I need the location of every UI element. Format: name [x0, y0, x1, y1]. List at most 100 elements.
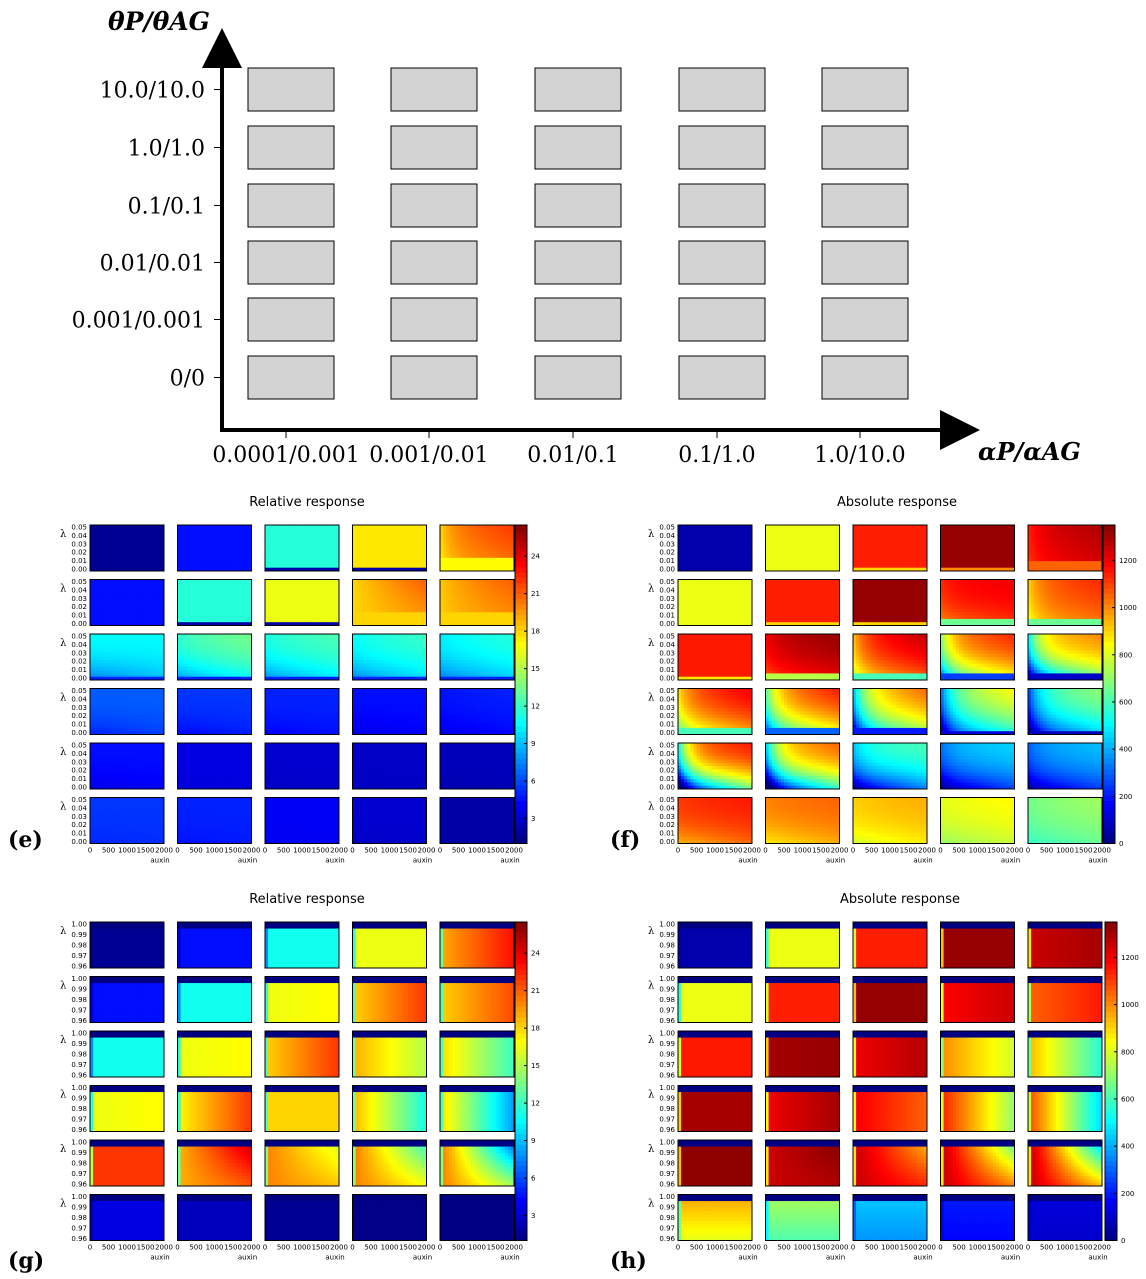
- heatmap-pixel: [221, 580, 224, 584]
- heatmap-pixel: [245, 558, 248, 562]
- heatmap-pixel: [489, 551, 492, 555]
- heatmap-pixel: [178, 548, 181, 552]
- heatmap-pixel: [299, 538, 302, 542]
- heatmap-pixel: [178, 580, 181, 584]
- heatmap-pixel: [155, 580, 158, 584]
- heatmap-pixel: [146, 538, 149, 542]
- heatmap-pixel: [181, 564, 184, 568]
- heatmap-pixel: [102, 558, 105, 562]
- heatmap-pixel: [265, 551, 268, 555]
- heatmap-pixel: [449, 561, 452, 565]
- heatmap-pixel: [330, 551, 333, 555]
- heatmap-pixel: [280, 619, 283, 623]
- heatmap-pixel: [287, 564, 290, 568]
- heatmap-pixel: [353, 538, 356, 542]
- heatmap-pixel: [492, 532, 495, 536]
- heatmap-pixel: [443, 548, 446, 552]
- heatmap-pixel: [178, 603, 181, 607]
- heatmap-pixel: [440, 564, 443, 568]
- heatmap-pixel: [118, 619, 121, 623]
- heatmap-pixel: [459, 541, 462, 545]
- heatmap-pixel: [455, 541, 458, 545]
- heatmap-pixel: [99, 589, 102, 593]
- heatmap-pixel: [459, 525, 462, 529]
- heatmap-pixel: [127, 541, 130, 545]
- heatmap-pixel: [239, 535, 242, 539]
- heatmap-pixel: [90, 561, 93, 565]
- heatmap-pixel: [146, 541, 149, 545]
- heatmap-pixel: [112, 609, 115, 613]
- heatmap-pixel: [199, 538, 202, 542]
- heatmap-pixel: [471, 535, 474, 539]
- heatmap-pixel: [218, 541, 221, 545]
- heatmap-pixel: [480, 538, 483, 542]
- heatmap-pixel: [327, 580, 330, 584]
- heatmap-pixel: [277, 561, 280, 565]
- heatmap-pixel: [284, 564, 287, 568]
- heatmap-pixel: [215, 561, 218, 565]
- heatmap-pixel: [462, 532, 465, 536]
- heatmap-pixel: [90, 589, 93, 593]
- heatmap-pixel: [199, 616, 202, 620]
- heatmap-pixel: [105, 619, 108, 623]
- heatmap-pixel: [227, 528, 230, 532]
- heatmap-pixel: [280, 603, 283, 607]
- heatmap-pixel: [390, 583, 393, 587]
- heatmap-pixel: [274, 580, 277, 584]
- heatmap-pixel: [399, 528, 402, 532]
- heatmap-pixel: [105, 586, 108, 590]
- heatmap-pixel: [446, 532, 449, 536]
- heatmap-pixel: [112, 599, 115, 603]
- heatmap-pixel: [149, 589, 152, 593]
- heatmap-pixel: [284, 599, 287, 603]
- heatmap-pixel: [239, 558, 242, 562]
- heatmap-pixel: [290, 551, 293, 555]
- heatmap-pixel: [239, 609, 242, 613]
- heatmap-pixel: [193, 548, 196, 552]
- heatmap-pixel: [218, 603, 221, 607]
- heatmap-pixel: [115, 612, 118, 616]
- heatmap-pixel: [465, 545, 468, 549]
- heatmap-pixel: [374, 551, 377, 555]
- heatmap-pixel: [420, 541, 423, 545]
- heatmap-pixel: [330, 545, 333, 549]
- heatmap-pixel: [480, 564, 483, 568]
- heatmap-pixel: [308, 558, 311, 562]
- heatmap-pixel: [236, 606, 239, 610]
- heatmap-pixel: [202, 532, 205, 536]
- heatmap-pixel: [227, 535, 230, 539]
- heatmap-pixel: [365, 555, 368, 559]
- heatmap-pixel: [499, 564, 502, 568]
- heatmap-pixel: [139, 532, 142, 536]
- heatmap-pixel: [178, 586, 181, 590]
- heatmap-pixel: [468, 525, 471, 529]
- heatmap-pixel: [236, 561, 239, 565]
- heatmap-pixel: [90, 541, 93, 545]
- heatmap-pixel: [265, 599, 268, 603]
- heatmap-pixel: [124, 609, 127, 613]
- y-tick-label: 0.05: [71, 524, 87, 532]
- heatmap-pixel: [208, 583, 211, 587]
- heatmap-pixel: [296, 589, 299, 593]
- y-tick-label: 0.02: [71, 603, 87, 611]
- heatmap-pixel: [502, 558, 505, 562]
- heatmap-pixel: [396, 535, 399, 539]
- heatmap-pixel: [218, 538, 221, 542]
- heatmap-pixel: [230, 558, 233, 562]
- heatmap-pixel: [386, 551, 389, 555]
- heatmap-pixel: [115, 551, 118, 555]
- heatmap-pixel: [287, 586, 290, 590]
- heatmap-pixel: [115, 609, 118, 613]
- heatmap-pixel: [196, 538, 199, 542]
- heatmap-pixel: [333, 548, 336, 552]
- heatmap-pixel: [109, 561, 112, 565]
- heatmap-pixel: [158, 525, 161, 529]
- heatmap-pixel: [181, 599, 184, 603]
- heatmap-pixel: [287, 599, 290, 603]
- heatmap-pixel: [202, 612, 205, 616]
- heatmap-pixel: [489, 532, 492, 536]
- heatmap-pixel: [211, 532, 214, 536]
- heatmap-pixel: [93, 528, 96, 532]
- heatmap-pixel: [402, 564, 405, 568]
- heatmap-pixel: [440, 532, 443, 536]
